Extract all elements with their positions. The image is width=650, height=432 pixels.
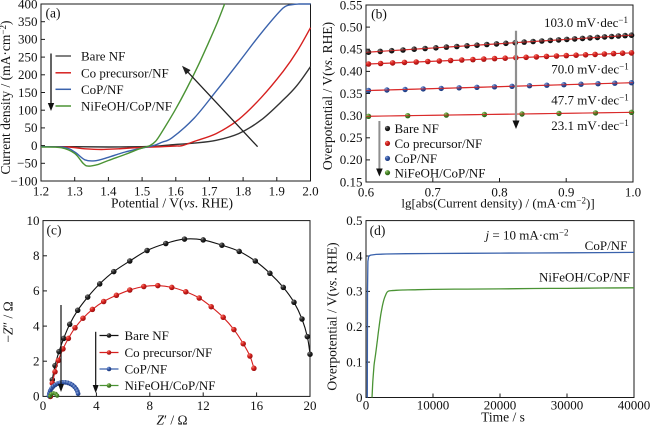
svg-text:j = 10 mA·cm−2: j = 10 mA·cm−2 (484, 228, 569, 243)
svg-text:NiFeOH/CoP/NF: NiFeOH/CoP/NF (81, 99, 172, 114)
svg-text:CoP/NF: CoP/NF (81, 82, 124, 97)
svg-text:300: 300 (18, 32, 38, 47)
svg-text:12: 12 (197, 398, 210, 413)
svg-text:1.2: 1.2 (33, 184, 49, 199)
svg-text:−100: −100 (11, 173, 38, 188)
svg-text:40000: 40000 (618, 397, 650, 412)
svg-text:1.4: 1.4 (100, 184, 117, 199)
svg-text:0.40: 0.40 (340, 64, 363, 79)
svg-text:Bare NF: Bare NF (395, 121, 439, 136)
svg-text:1.6: 1.6 (168, 184, 185, 199)
svg-text:6: 6 (33, 283, 40, 298)
svg-text:0: 0 (363, 397, 370, 412)
svg-text:0.50: 0.50 (340, 19, 363, 34)
svg-text:250: 250 (18, 49, 38, 64)
svg-text:30000: 30000 (551, 397, 584, 412)
svg-text:0: 0 (40, 398, 47, 413)
svg-text:0.3: 0.3 (346, 284, 362, 299)
svg-text:(a): (a) (46, 6, 61, 21)
svg-text:0.4: 0.4 (346, 248, 363, 263)
svg-text:0.2: 0.2 (346, 319, 362, 334)
svg-text:Current density / (mA·cm−2): Current density / (mA·cm−2) (0, 21, 13, 175)
svg-text:lg[abs(Current density) / (mA·: lg[abs(Current density) / (mA·cm−2)] (401, 196, 594, 211)
svg-text:0.55: 0.55 (340, 0, 363, 12)
svg-text:400: 400 (18, 0, 38, 11)
svg-text:Overpotential / V(vs. RHE): Overpotential / V(vs. RHE) (325, 242, 340, 390)
svg-text:Overpotential / V(vs. RHE): Overpotential / V(vs. RHE) (320, 22, 335, 170)
svg-text:Co precursor/NF: Co precursor/NF (81, 65, 169, 80)
svg-text:0.7: 0.7 (425, 185, 442, 200)
svg-text:0.35: 0.35 (340, 86, 363, 101)
svg-text:0: 0 (33, 389, 40, 404)
svg-text:NiFeOH/CoP/NF: NiFeOH/CoP/NF (125, 378, 216, 393)
svg-text:350: 350 (18, 14, 38, 29)
svg-text:1.9: 1.9 (269, 184, 285, 199)
svg-text:10: 10 (27, 213, 40, 228)
svg-text:0: 0 (356, 390, 363, 405)
svg-text:1.7: 1.7 (201, 184, 218, 199)
svg-text:103.0 mV·dec−1: 103.0 mV·dec−1 (544, 15, 628, 30)
svg-text:Potential / V(vs. RHE): Potential / V(vs. RHE) (111, 196, 233, 211)
svg-text:0.20: 0.20 (340, 152, 363, 167)
svg-text:(d): (d) (370, 223, 386, 238)
svg-text:−Z″ / Ω: −Z″ / Ω (1, 301, 16, 342)
svg-text:200: 200 (18, 67, 38, 82)
svg-text:0.8: 0.8 (491, 185, 507, 200)
svg-text:Time / s: Time / s (481, 410, 525, 425)
svg-text:Z′ / Ω: Z′ / Ω (156, 413, 187, 428)
svg-text:Co precursor/NF: Co precursor/NF (125, 345, 213, 360)
svg-text:0.25: 0.25 (340, 130, 363, 145)
svg-text:0.1: 0.1 (346, 354, 362, 369)
svg-text:CoP/NF: CoP/NF (125, 362, 168, 377)
svg-text:NiFeOH/CoP/NF: NiFeOH/CoP/NF (539, 270, 630, 285)
svg-text:CoP/NF: CoP/NF (395, 151, 438, 166)
svg-text:4: 4 (93, 398, 100, 413)
svg-text:CoP/NF: CoP/NF (585, 238, 628, 253)
svg-text:50: 50 (25, 120, 38, 135)
svg-text:0.30: 0.30 (340, 108, 363, 123)
svg-text:(c): (c) (47, 223, 62, 238)
svg-text:0.6: 0.6 (358, 185, 375, 200)
svg-text:0.5: 0.5 (346, 213, 362, 228)
svg-text:23.1 mV·dec−1: 23.1 mV·dec−1 (551, 118, 628, 133)
svg-text:10000: 10000 (417, 397, 450, 412)
svg-text:0.15: 0.15 (340, 174, 363, 189)
svg-text:1.0: 1.0 (625, 185, 641, 200)
svg-text:2.0: 2.0 (302, 184, 318, 199)
svg-text:Co precursor/NF: Co precursor/NF (395, 136, 483, 151)
svg-text:0: 0 (31, 138, 38, 153)
svg-text:16: 16 (250, 398, 264, 413)
svg-text:8: 8 (147, 398, 154, 413)
svg-text:(b): (b) (371, 7, 387, 22)
svg-text:Bare NF: Bare NF (125, 328, 169, 343)
svg-text:2: 2 (33, 354, 40, 369)
svg-text:0.45: 0.45 (340, 42, 363, 57)
svg-text:1.3: 1.3 (67, 184, 83, 199)
svg-text:70.0 mV·dec−1: 70.0 mV·dec−1 (551, 62, 628, 77)
svg-text:150: 150 (18, 85, 38, 100)
svg-text:1.5: 1.5 (134, 184, 150, 199)
svg-text:47.7 mV·dec−1: 47.7 mV·dec−1 (551, 93, 628, 108)
svg-text:0.9: 0.9 (558, 185, 574, 200)
svg-text:−50: −50 (17, 156, 37, 171)
svg-text:20000: 20000 (484, 397, 517, 412)
svg-text:8: 8 (33, 248, 40, 263)
svg-text:20: 20 (304, 398, 317, 413)
svg-text:Bare NF: Bare NF (81, 49, 125, 64)
svg-text:100: 100 (18, 103, 38, 118)
svg-text:1.8: 1.8 (235, 184, 251, 199)
svg-text:NiFeOH/CoP/NF: NiFeOH/CoP/NF (395, 165, 486, 180)
svg-text:4: 4 (33, 318, 40, 333)
